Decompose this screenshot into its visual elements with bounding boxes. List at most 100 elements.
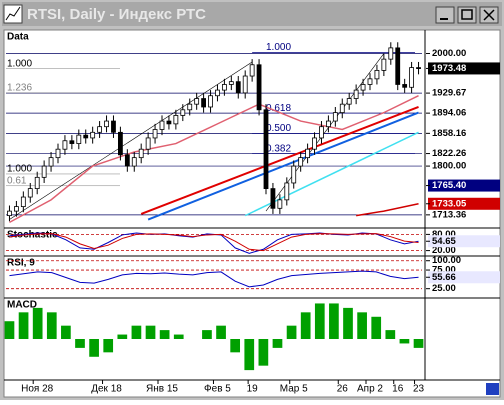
date-label: 19 bbox=[247, 384, 259, 395]
macd-bar bbox=[4, 321, 15, 339]
chart-area bbox=[3, 29, 501, 398]
axis-label: 1822.26 bbox=[432, 148, 466, 159]
price-label-box bbox=[428, 235, 500, 248]
axis-label: 20.00 bbox=[432, 245, 456, 256]
icon-graph bbox=[5, 6, 21, 21]
candle-body bbox=[7, 210, 12, 217]
price-label-box bbox=[428, 62, 500, 75]
candle-body bbox=[277, 199, 283, 209]
candle-body bbox=[111, 120, 116, 133]
macd-bar bbox=[399, 339, 410, 344]
axis-label: 55.66 bbox=[432, 272, 456, 283]
date-label: 16 bbox=[392, 384, 404, 395]
candle-body bbox=[381, 58, 387, 71]
axis-label: 100.00 bbox=[432, 255, 461, 266]
macd-bar bbox=[131, 325, 142, 339]
axis-label: 1858.16 bbox=[432, 128, 466, 139]
candle-body bbox=[180, 109, 186, 116]
macd-bar bbox=[343, 307, 353, 339]
fib-label: 0.382 bbox=[266, 143, 291, 154]
macd-bar bbox=[371, 316, 382, 339]
candle-body bbox=[76, 134, 82, 144]
date-label: Апр 2 bbox=[357, 384, 383, 395]
price-label-box bbox=[428, 197, 500, 210]
candle-body bbox=[20, 196, 26, 208]
overlay-line bbox=[147, 111, 419, 221]
candle-body bbox=[124, 154, 130, 167]
candle-body bbox=[291, 165, 297, 184]
macd-bar bbox=[385, 330, 396, 339]
candle-body bbox=[83, 134, 89, 139]
axis-label: 1929.67 bbox=[432, 88, 466, 99]
macd-bar bbox=[32, 307, 43, 339]
candle-body bbox=[159, 120, 165, 130]
axis-label: 1733.05 bbox=[432, 198, 467, 209]
window-buttons bbox=[435, 6, 499, 24]
axis-label: 1973.48 bbox=[432, 63, 466, 74]
candle-body bbox=[298, 157, 304, 167]
macd-bar bbox=[216, 325, 226, 339]
macd-bar bbox=[357, 312, 367, 339]
candle-body bbox=[27, 188, 33, 198]
fib-label: 1.000 bbox=[7, 58, 32, 69]
candle-body bbox=[332, 112, 338, 122]
candle-body bbox=[360, 84, 366, 91]
date-label: Янв 15 bbox=[146, 384, 178, 395]
candle-body bbox=[194, 98, 200, 105]
macd-bar bbox=[314, 303, 325, 339]
candle-body bbox=[402, 84, 408, 88]
fib-label: 1.000 bbox=[266, 42, 291, 53]
macd-bar bbox=[230, 339, 241, 353]
candle-body bbox=[256, 64, 262, 111]
candle-body bbox=[374, 70, 380, 80]
panel-title: RSI, 9 bbox=[7, 258, 35, 269]
close-glyph bbox=[483, 9, 495, 21]
price-label-box bbox=[428, 271, 500, 284]
axis-label: 1765.40 bbox=[432, 180, 466, 191]
fib-label: 0.61 bbox=[7, 175, 27, 186]
candle-body bbox=[34, 176, 40, 189]
axis-label: 2000.00 bbox=[432, 48, 466, 59]
axis-label: 1800.00 bbox=[432, 161, 466, 172]
axis-label: 80.00 bbox=[432, 229, 456, 240]
axis-label: 1713.36 bbox=[432, 209, 466, 220]
macd-bar bbox=[89, 339, 99, 357]
candle-body bbox=[208, 95, 213, 108]
candle-body bbox=[104, 120, 109, 128]
fib-label: 0.618 bbox=[266, 103, 291, 114]
panel-title: Data bbox=[7, 32, 29, 43]
overlay-line bbox=[9, 95, 419, 224]
candle-body bbox=[270, 188, 276, 209]
fib-label: 1.236 bbox=[7, 83, 32, 94]
price-label-box bbox=[428, 179, 500, 192]
candle-body bbox=[346, 98, 352, 105]
candle-body bbox=[152, 129, 158, 139]
fib-label: 0.500 bbox=[266, 123, 291, 134]
candle-body bbox=[395, 47, 401, 85]
candle-body bbox=[118, 131, 123, 156]
minimize-button[interactable] bbox=[435, 6, 455, 24]
fib-label: 1.000 bbox=[7, 164, 32, 175]
candle-body bbox=[235, 81, 241, 94]
overlay-line bbox=[9, 61, 253, 220]
candle-body bbox=[90, 131, 96, 139]
candle-body bbox=[284, 182, 290, 201]
date-label: Дек 18 bbox=[91, 384, 122, 395]
indicator-line bbox=[9, 233, 419, 252]
macd-bar bbox=[258, 339, 269, 366]
macd-bar bbox=[145, 325, 156, 339]
date-label: Ноя 28 bbox=[21, 384, 54, 395]
macd-bar bbox=[117, 334, 128, 339]
candle-body bbox=[187, 103, 193, 111]
candle-body bbox=[69, 140, 75, 144]
macd-bar bbox=[244, 339, 255, 371]
app-icon[interactable] bbox=[3, 4, 23, 24]
candle-body bbox=[339, 103, 345, 114]
maximize-glyph bbox=[461, 9, 473, 20]
date-label: 23 bbox=[413, 384, 425, 395]
window-title: RTSI, Daily - Индекс РТС bbox=[27, 6, 206, 23]
candle-body bbox=[249, 64, 255, 77]
candle-body bbox=[388, 47, 394, 60]
candle-body bbox=[367, 78, 373, 85]
macd-bar bbox=[173, 334, 184, 339]
